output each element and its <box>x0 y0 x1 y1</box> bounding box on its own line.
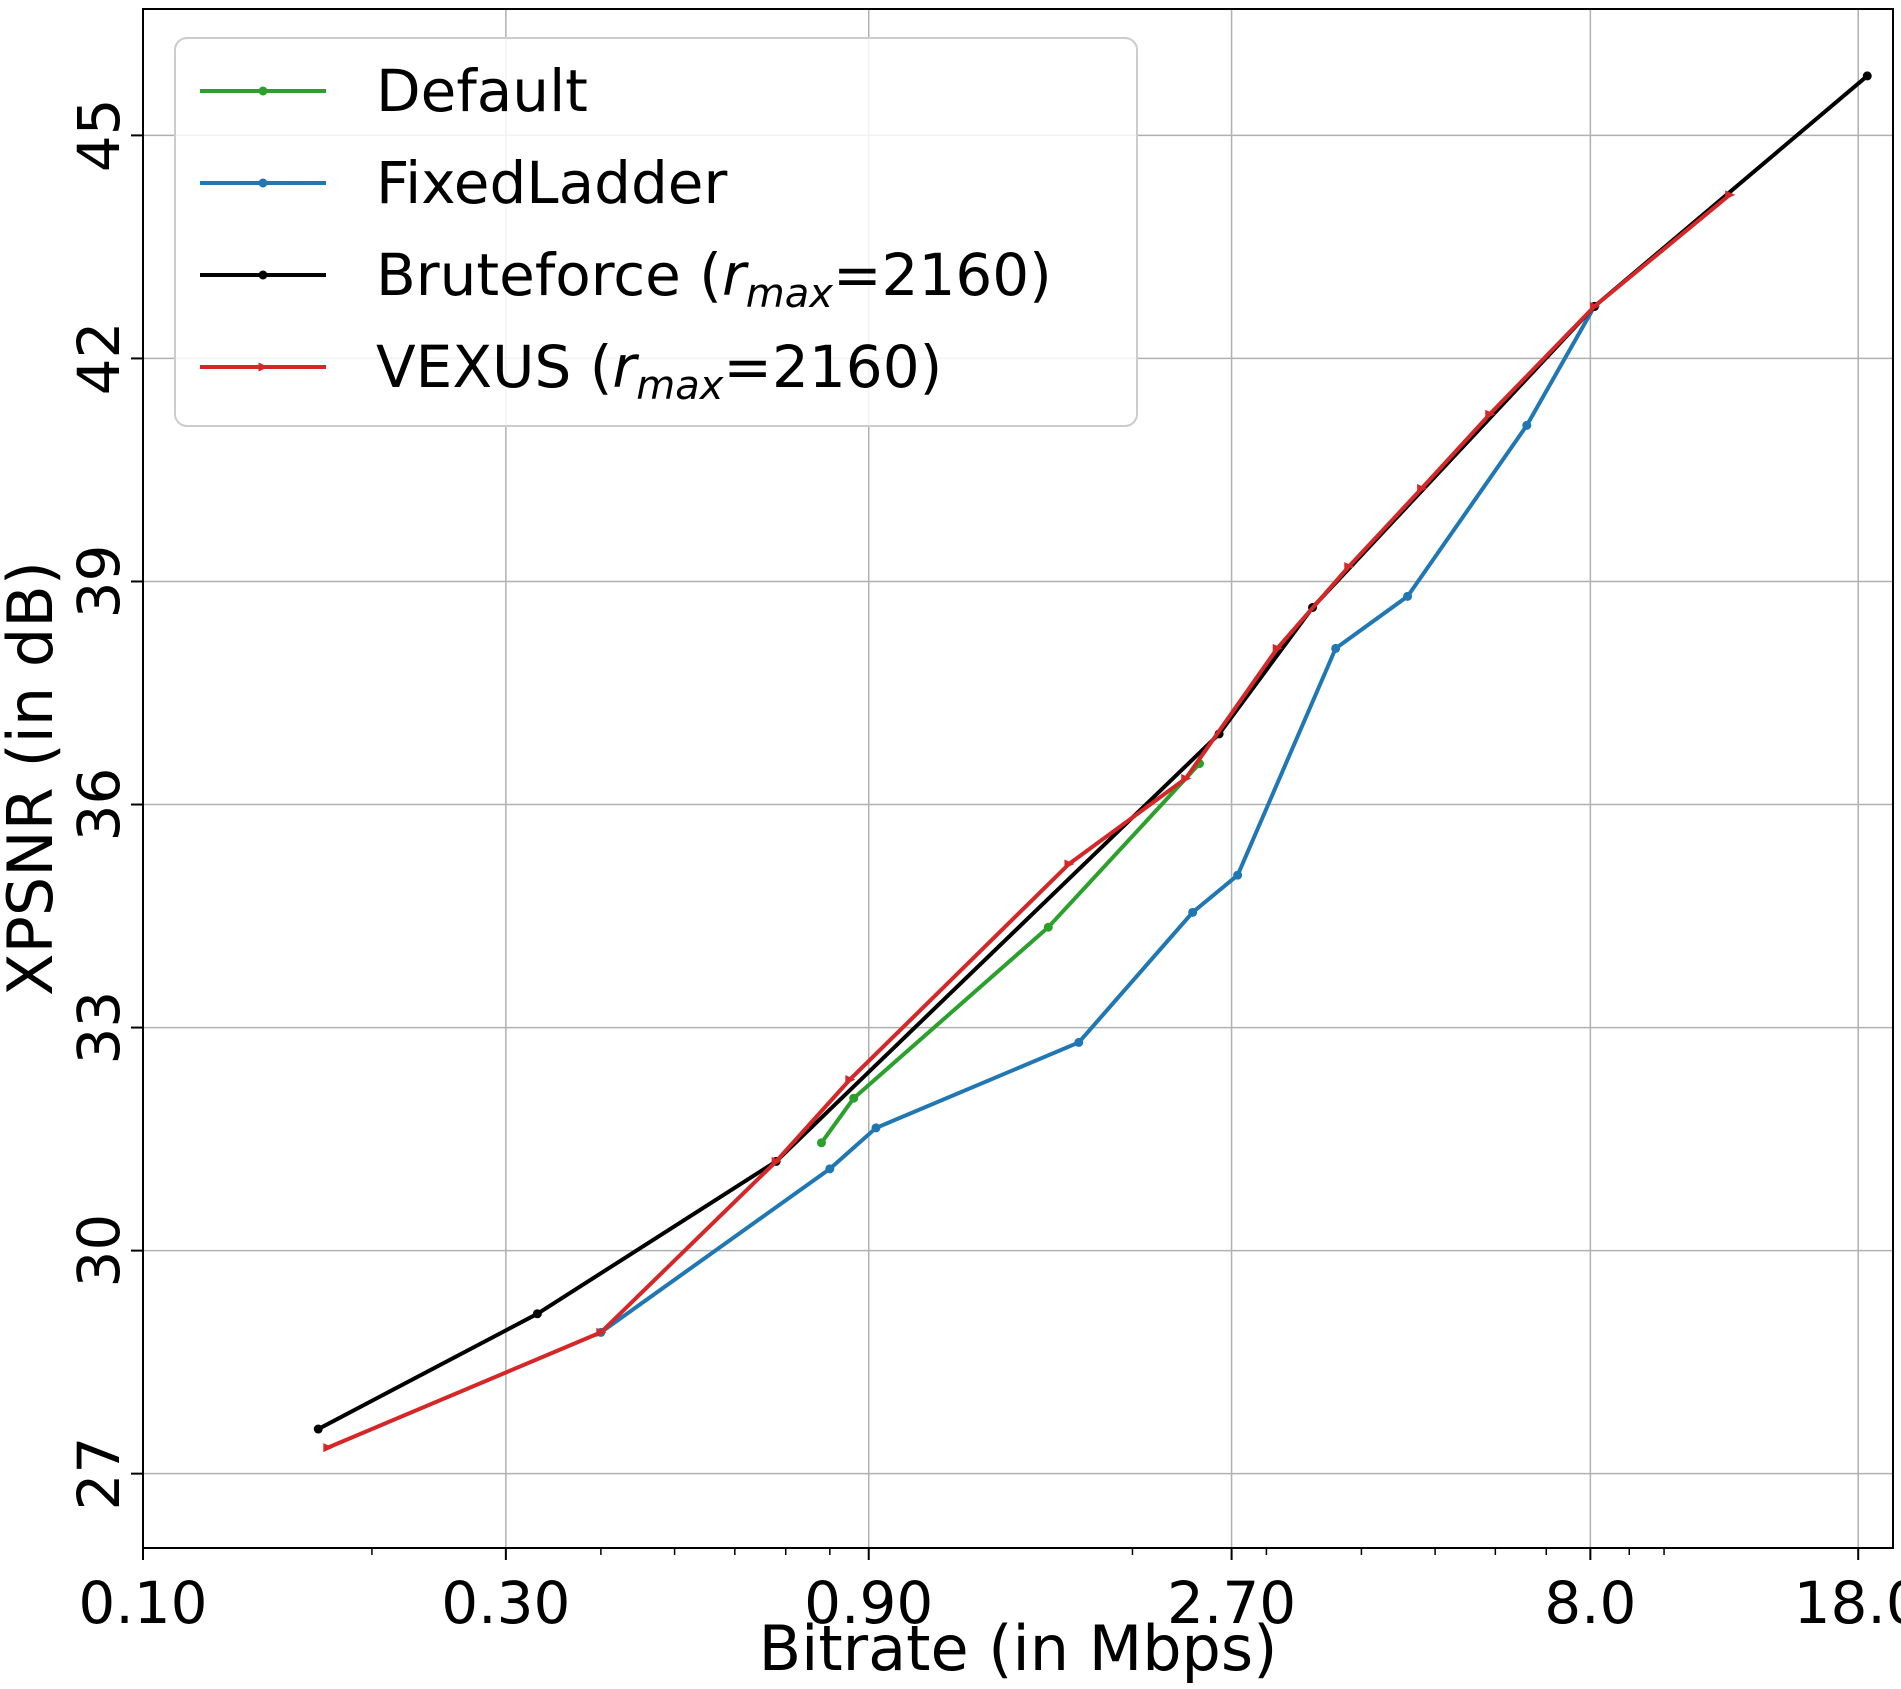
legend-label-default: Default <box>376 57 588 125</box>
legend-item-fixedladder: FixedLadder <box>200 149 727 217</box>
bruteforce-point <box>313 1424 323 1434</box>
vexus-point <box>596 1327 607 1337</box>
x-tick-label: 18.0 <box>1794 1569 1901 1637</box>
default-line <box>819 762 1201 1144</box>
vexus-point <box>1344 562 1355 572</box>
fixedladder-point <box>1233 870 1243 880</box>
vexus-point <box>771 1156 782 1166</box>
fixedladder-point <box>1074 1037 1084 1047</box>
legend: Default FixedLadder Bruteforce (rmax=2160)… <box>174 37 1138 427</box>
fixedladder-point <box>1522 420 1532 430</box>
y-tick-label: 36 <box>65 768 133 842</box>
y-tick-label: 33 <box>65 991 133 1065</box>
legend-fixedladder-point <box>258 178 268 188</box>
vexus-point <box>845 1075 856 1085</box>
x-tick-label: 0.10 <box>78 1569 207 1637</box>
fixedladder-point <box>825 1164 835 1174</box>
legend-label-fixedladder: FixedLadder <box>376 149 727 217</box>
legend-label-vexus: VEXUS (rmax=2160) <box>376 333 942 409</box>
fixedladder-point <box>1331 643 1341 653</box>
ticks: 0.10 0.30 0.90 2.70 8.0 18.0 27 30 33 36 39 42 45 <box>65 98 1901 1637</box>
default-point <box>849 1093 859 1103</box>
y-tick-label: 39 <box>65 545 133 619</box>
fixedladder-line <box>599 305 1597 1335</box>
x-axis-label: Bitrate (in Mbps) <box>759 1612 1278 1685</box>
y-tick-label: 30 <box>65 1214 133 1288</box>
plot-frame <box>142 8 1894 1549</box>
x-tick-label: 8.0 <box>1544 1569 1636 1637</box>
vexus-point <box>1589 301 1600 311</box>
y-axis-label: XPSNR (in dB) <box>0 561 67 996</box>
default-point <box>816 1138 826 1148</box>
bruteforce-point <box>1862 71 1872 81</box>
vexus-point <box>1064 859 1075 869</box>
fixedladder-point <box>1188 907 1198 917</box>
vexus-point <box>323 1443 334 1453</box>
x-tick-label: 2.70 <box>1167 1569 1296 1637</box>
y-tick-label: 27 <box>65 1437 133 1511</box>
series-default <box>816 759 1205 1148</box>
series-vexus <box>323 190 1736 1453</box>
y-tick-label: 45 <box>65 98 133 172</box>
series-layer <box>313 71 1872 1453</box>
vexus-point <box>1725 190 1736 200</box>
legend-item-default: Default <box>200 57 588 125</box>
x-tick-label: 0.90 <box>804 1569 933 1637</box>
vexus-point <box>1181 774 1192 783</box>
legend-item-vexus: VEXUS (rmax=2160) <box>200 333 942 409</box>
fixedladder-point <box>1403 591 1413 601</box>
legend-default-point <box>258 86 268 96</box>
vexus-point <box>1485 409 1496 419</box>
legend-box <box>174 37 1138 427</box>
bruteforce-point <box>532 1309 542 1319</box>
default-point <box>1043 922 1053 932</box>
vexus-point <box>1417 484 1428 494</box>
x-tick-label: 0.30 <box>441 1569 570 1637</box>
fixedladder-point <box>871 1123 881 1133</box>
vexus-point <box>1272 643 1283 653</box>
legend-vexus-point <box>258 362 269 372</box>
legend-bruteforce-point <box>258 270 268 280</box>
vexus-line <box>327 193 1732 1450</box>
y-tick-label: 42 <box>65 322 133 396</box>
legend-label-bruteforce: Bruteforce (rmax=2160) <box>376 241 1052 317</box>
legend-item-bruteforce: Bruteforce (rmax=2160) <box>200 241 1052 317</box>
